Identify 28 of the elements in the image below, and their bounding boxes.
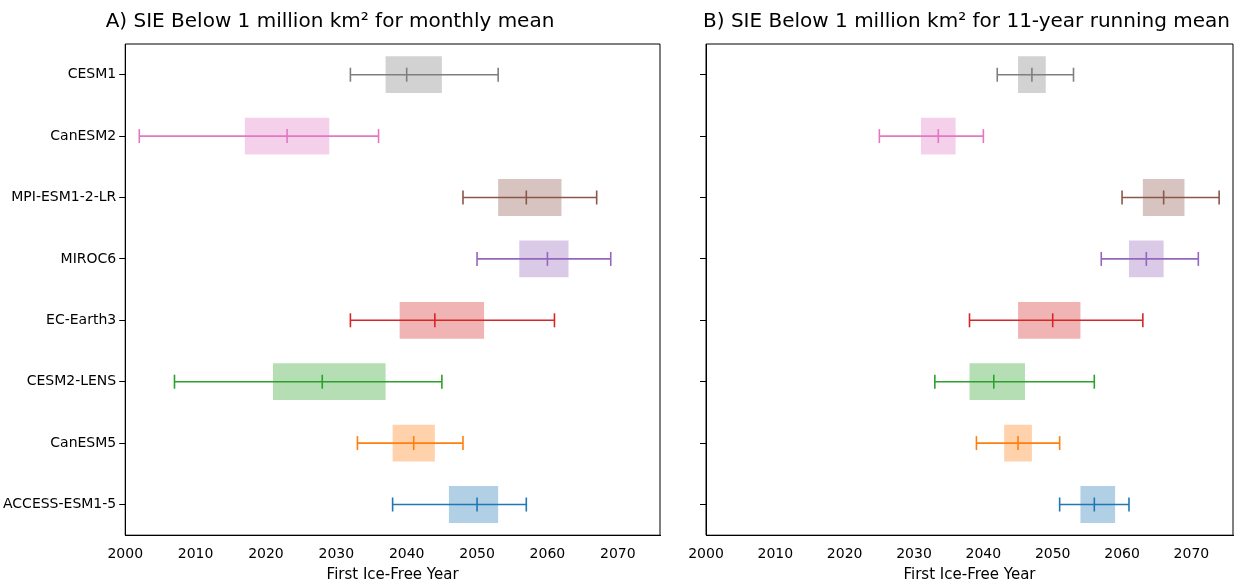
y-tick-label: CanESM2 [50, 126, 117, 143]
x-tick-label: 2010 [177, 545, 214, 562]
x-tick-label: 2060 [529, 545, 566, 562]
x-tick-label: 2000 [688, 545, 724, 562]
x-tick-label: 2020 [826, 545, 863, 562]
x-tick-label: 2070 [1173, 545, 1210, 562]
x-tick-label: 2020 [248, 545, 284, 562]
y-tick-label: MIROC6 [60, 249, 117, 266]
x-tick-label: 2030 [318, 545, 355, 562]
y-tick-label: EC-Earth3 [46, 310, 117, 327]
x-tick-label: 2000 [107, 545, 144, 562]
y-tick-label: CESM1 [67, 65, 117, 82]
y-tick-label: ACCESS-ESM1-5 [3, 495, 117, 512]
y-tick-label: CanESM5 [50, 433, 117, 450]
chart-title: A) SIE Below 1 million km² for monthly mean [105, 8, 555, 33]
x-tick-label: 2030 [896, 545, 932, 562]
x-tick-label: 2010 [757, 545, 794, 562]
x-tick-label: 2040 [965, 545, 1002, 562]
y-tick-label: MPI-ESM1-2-LR [11, 188, 117, 205]
x-axis-title: First Ice-Free Year [903, 564, 1037, 583]
x-tick-label: 2050 [459, 545, 495, 562]
x-tick-label: 2050 [1034, 545, 1071, 562]
x-tick-label: 2040 [388, 545, 425, 562]
chart-title: B) SIE Below 1 million km² for 11-year running mean [703, 8, 1230, 33]
x-tick-label: 2060 [1104, 545, 1140, 562]
x-tick-label: 2070 [599, 545, 636, 562]
y-tick-label: CESM2-LENS [26, 372, 117, 389]
x-axis-title: First Ice-Free Year [326, 564, 460, 583]
